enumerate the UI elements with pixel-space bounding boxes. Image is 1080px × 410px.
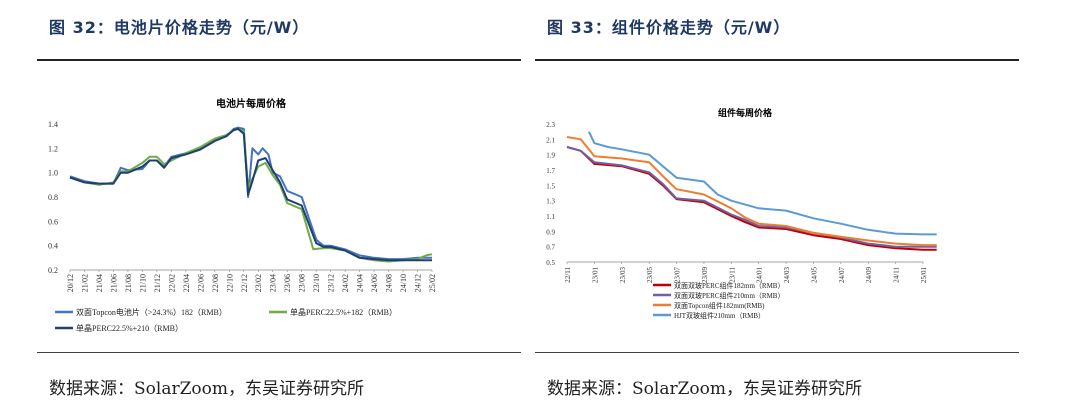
x-tick-label: 23/09 [701, 267, 709, 283]
y-tick-label: 1.7 [546, 167, 555, 175]
x-tick-label: 22/11 [564, 267, 572, 283]
x-tick-label: 23/12 [327, 274, 336, 292]
x-tick-label: 24/03 [783, 267, 791, 283]
x-tick-label: 23/04 [269, 274, 278, 292]
y-tick-label: 2.1 [546, 136, 555, 144]
figure-33-panel: 图 33：组件价格走势（元/W） 组件每周价格 0.5 0.7 0.9 1.1 1.3 1.… [535, 0, 1019, 410]
x-tick-label: 24/09 [865, 267, 873, 283]
legend-label: 单晶PERC22.5%+182（RMB） [290, 307, 397, 317]
y-tick-label: 0.4 [48, 242, 58, 251]
legend-label: 双面Topcon组件182mm(RMB) [674, 301, 765, 310]
x-tick-label: 24/04 [356, 274, 365, 292]
x-tick-label: 22/06 [196, 274, 205, 292]
x-tick-label: 23/02 [254, 274, 263, 292]
chart-title: 电池片每周价格 [216, 97, 287, 110]
x-tick-label: 21/12 [153, 274, 162, 292]
y-tick-label: 1.0 [48, 169, 58, 178]
x-tick-label: 24/05 [810, 267, 818, 283]
x-tick-label: 21/10 [138, 274, 147, 292]
top-rule [535, 59, 1019, 61]
cell-price-chart: 电池片每周价格 0.2 0.4 0.6 0.8 1.0 1.2 1.4 20/12 21/02 21… [48, 97, 437, 333]
y-tick-label: 0.8 [48, 193, 58, 202]
y-tick-label: 1.3 [546, 198, 555, 206]
figure-33-source: 数据来源：SolarZoom，东吴证券研究所 [547, 379, 862, 399]
series-line [69, 127, 432, 262]
x-tick-label: 22/12 [240, 274, 249, 292]
x-tick-label: 24/01 [756, 267, 764, 283]
series-line [69, 127, 433, 263]
bottom-rule [37, 352, 521, 353]
legend-label: 双面双玻PERC组件182mm（RMB） [674, 281, 784, 290]
y-tick-label: 1.5 [546, 182, 555, 190]
x-tick-label: 22/04 [182, 274, 191, 292]
x-tick-label: 24/10 [399, 274, 408, 292]
top-rule [37, 59, 521, 61]
series-line [587, 131, 937, 236]
x-tick-label: 21/04 [95, 274, 104, 292]
y-tick-label: 2.3 [546, 121, 555, 129]
chart-title: 组件每周价格 [718, 107, 773, 118]
x-tick-label: 23/08 [298, 274, 307, 292]
y-tick-label: 0.2 [48, 266, 58, 275]
figure-32-title: 图 32：电池片价格走势（元/W） [49, 18, 310, 37]
y-tick-label: 0.9 [546, 228, 555, 236]
y-tick-label: 1.4 [48, 120, 58, 129]
x-tick-label: 24/07 [838, 267, 846, 283]
series-line [566, 146, 937, 251]
y-tick-label: 1.1 [546, 213, 555, 221]
x-tick-label: 21/02 [80, 274, 89, 292]
module-price-chart: 组件每周价格 0.5 0.7 0.9 1.1 1.3 1.5 1.7 1.9 2.1 2.3 22/1… [546, 107, 937, 320]
series-line [566, 136, 937, 247]
y-tick-label: 1.9 [546, 152, 555, 160]
legend-label: 单晶PERC22.5%+210（RMB） [76, 323, 183, 333]
x-tick-label: 23/10 [312, 274, 321, 292]
x-tick-label: 23/07 [674, 267, 682, 283]
y-tick-label: 1.2 [48, 144, 58, 153]
x-tick-label: 24/06 [370, 274, 379, 292]
figure-32-source: 数据来源：SolarZoom，东吴证券研究所 [49, 379, 364, 399]
figure-33-title: 图 33：组件价格走势（元/W） [547, 18, 791, 37]
x-tick-label: 22/08 [211, 274, 220, 292]
x-tick-label: 24/08 [385, 274, 394, 292]
legend-label: 双面Topcon电池片（>24.3%）182（RMB） [76, 307, 227, 317]
x-tick-label: 25/01 [920, 267, 928, 283]
bottom-rule [535, 352, 1019, 353]
x-tick-label: 22/10 [225, 274, 234, 292]
series-line [69, 126, 432, 261]
x-tick-label: 21/08 [124, 274, 133, 292]
legend-label: 双面双玻PERC组件210mm（RMB） [674, 291, 784, 300]
x-tick-label: 23/11 [728, 267, 736, 283]
x-tick-label: 23/06 [283, 274, 292, 292]
x-tick-label: 22/02 [167, 274, 176, 292]
y-tick-label: 0.7 [546, 244, 555, 252]
x-tick-label: 23/05 [646, 267, 654, 283]
x-tick-label: 20/12 [66, 274, 75, 292]
x-tick-label: 24/02 [341, 274, 350, 292]
legend-label: HJT双玻组件210mm（RMB） [674, 311, 765, 320]
x-tick-label: 24/12 [414, 274, 423, 292]
x-tick-label: 21/06 [109, 274, 118, 292]
x-tick-label: 25/02 [428, 274, 437, 292]
figure-32-panel: 图 32：电池片价格走势（元/W） 电池片每周价格 0.2 0.4 0.6 0.8 1.0… [37, 0, 521, 410]
y-tick-label: 0.6 [48, 217, 58, 226]
x-tick-label: 23/03 [619, 267, 627, 283]
series-line [566, 146, 937, 248]
x-tick-label: 23/01 [591, 267, 599, 283]
x-tick-label: 24/11 [893, 267, 901, 283]
y-tick-label: 0.5 [546, 259, 555, 267]
